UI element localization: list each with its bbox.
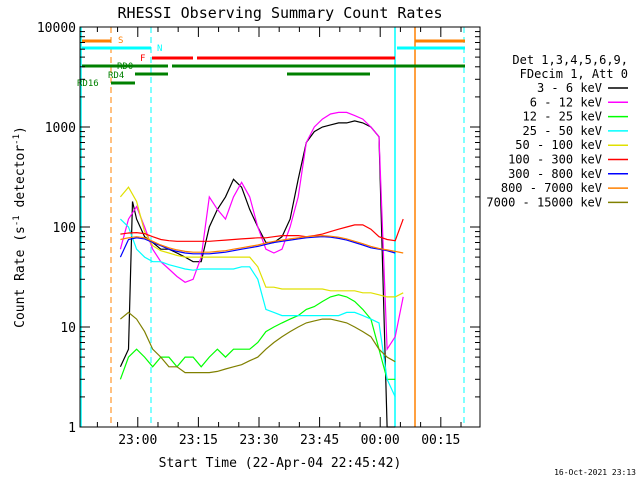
series-line-1 [119, 120, 396, 428]
x-tick-label-1: 23:00 [118, 433, 157, 448]
flag-label-rd16: RD16 [77, 79, 99, 89]
legend-header-line-1: Det 1,3,4,5,6,9, [512, 53, 628, 67]
legend-header-line-2: FDecim 1, Att 0 [520, 67, 628, 81]
axis-layer: 1 10 100 1000 10000 23:00 23:15 23:30 23:45 00:00… [37, 21, 480, 448]
legend-label-7: 300 - 800 keV [508, 167, 602, 181]
legend: Det 1,3,4,5,6,9, FDecim 1, Att 0 3 - 6 k… [486, 53, 628, 209]
flag-label-rd0: RD0 [117, 62, 133, 72]
y-tick-label-4: 1000 [45, 121, 76, 136]
y-tick-label-3: 100 [53, 221, 76, 236]
series-line-7 [119, 236, 396, 258]
legend-label-9: 7000 - 15000 keV [486, 195, 602, 209]
series-line-3 [119, 294, 396, 380]
x-tick-label-2: 23:15 [179, 433, 218, 448]
y-axis-label-pre: Count Rate (s [13, 226, 28, 328]
legend-label-1: 3 - 6 keV [537, 81, 602, 95]
legend-label-5: 50 - 100 keV [515, 138, 602, 152]
series-layer [119, 111, 404, 428]
y-tick-label-5: 10000 [37, 21, 76, 36]
legend-label-6: 100 - 300 keV [508, 153, 602, 167]
x-tick-label-4: 23:45 [300, 433, 339, 448]
x-tick-label-5: 00:00 [361, 433, 400, 448]
y-axis-label-sup1: -1 [12, 215, 22, 226]
series-line-4 [119, 218, 396, 398]
legend-label-8: 800 - 7000 keV [501, 181, 602, 195]
legend-label-4: 25 - 50 keV [523, 124, 602, 138]
legend-label-2: 6 - 12 keV [530, 95, 602, 109]
flag-label-rd4: RD4 [108, 71, 124, 81]
x-axis-label: Start Time (22-Apr-04 22:45:42) [159, 456, 402, 471]
legend-label-3: 12 - 25 keV [523, 110, 602, 124]
series-line-6 [120, 218, 404, 242]
series-line-8 [120, 234, 404, 254]
y-tick-label-2: 10 [60, 321, 76, 336]
flag-label-n: N [157, 44, 162, 54]
y-tick-label-1: 1 [68, 421, 76, 436]
series-line-5 [119, 186, 404, 298]
series-line-9 [120, 311, 396, 374]
chart-title: RHESSI Observing Summary Count Rates [117, 4, 442, 22]
y-axis-label: Count Rate (s-1 detector-1) [12, 126, 28, 328]
x-tick-label-3: 23:30 [239, 433, 278, 448]
y-axis-label-post: ) [13, 126, 28, 134]
y-axis-label-mid: detector [13, 145, 28, 216]
footer-timestamp: 16-Oct-2021 23:13 [554, 468, 636, 477]
flag-label-s: S [118, 36, 123, 46]
y-axis-label-sup2: -1 [12, 134, 22, 145]
x-tick-label-6: 00:15 [421, 433, 460, 448]
flag-label-f: F [140, 54, 145, 64]
